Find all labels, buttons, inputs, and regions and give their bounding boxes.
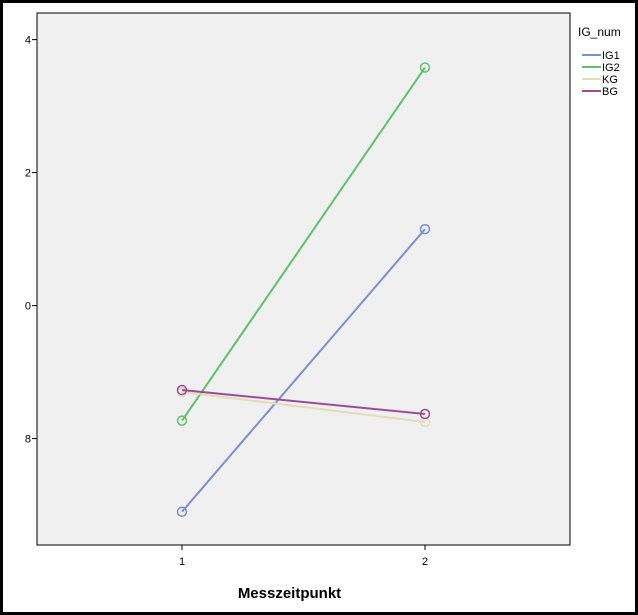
data-point [176,506,188,517]
series-layer [176,62,431,517]
y-tick-label: 0 [25,301,31,313]
legend-label: IG2 [602,62,620,74]
series-line [181,66,426,422]
y-axis: 4 2 0 8 [25,35,37,446]
series-line [181,228,426,513]
data-point [419,62,431,73]
data-point [176,384,188,396]
series-ig1 [176,223,431,517]
data-point [419,408,431,420]
series-bg [176,384,431,420]
data-point [419,416,431,428]
y-tick-label: 4 [25,35,31,47]
x-tick-label: 1 [179,556,185,568]
legend-label: KG [602,74,618,86]
series-line [181,389,426,415]
legend-title: IG_num [578,25,621,39]
legend-label: IG1 [602,50,620,62]
x-axis-title: Messzeitpunkt [238,585,341,602]
series-ig2 [176,62,431,426]
data-point [419,223,431,235]
series-line [181,391,426,423]
legend-label: BG [602,86,618,98]
plot-area [36,12,571,546]
data-point [176,415,188,426]
y-tick-label: 2 [25,168,31,180]
y-tick-label: 8 [25,434,31,446]
x-tick-label: 2 [422,556,428,568]
